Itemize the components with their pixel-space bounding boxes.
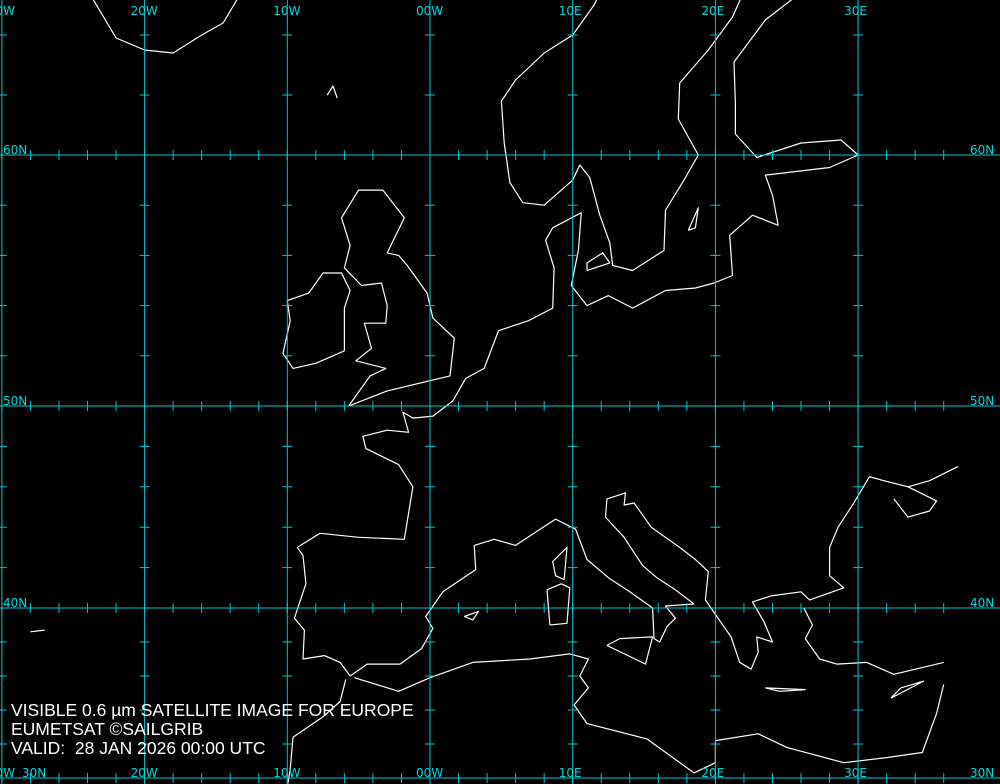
latitude-label-right: 30N <box>970 766 995 780</box>
coastline-sicily <box>606 636 654 665</box>
coastline-north-africa <box>354 653 945 774</box>
longitude-label-top: 10W <box>273 4 301 18</box>
coastline-morocco-atlantic <box>287 679 347 784</box>
longitude-label-top: 10E <box>558 4 582 18</box>
coastline-crimea <box>893 486 938 518</box>
coastline-sardinia <box>546 583 571 626</box>
coastline-great-britain <box>340 189 455 407</box>
longitude-label-top: 20E <box>701 4 725 18</box>
longitude-label-bottom: 30E <box>844 766 867 780</box>
longitude-label-bottom: 30W <box>0 766 16 780</box>
longitude-label-top: 30E <box>844 4 867 18</box>
coastline-turkey <box>803 607 944 675</box>
coastline-scandinavia <box>500 0 741 272</box>
coastline-corsica <box>552 546 568 581</box>
coastline-iceland <box>92 0 238 54</box>
longitude-label-bottom: 20W <box>130 766 158 780</box>
longitude-label-bottom: 20E <box>701 766 725 780</box>
latitude-label-right: 40N <box>970 596 995 610</box>
caption-title: VISIBLE 0.6 µm SATELLITE IMAGE FOR EUROP… <box>11 700 414 720</box>
latitude-label-left: 60N <box>3 143 28 157</box>
latitude-label-right: 50N <box>970 394 995 408</box>
coastline-zealand <box>586 252 611 272</box>
latitude-label-right: 60N <box>970 143 995 157</box>
longitude-label-top: 00W <box>416 4 444 18</box>
caption-valid-time: VALID: 28 JAN 2026 00:00 UTC <box>11 738 266 758</box>
longitude-label-top: 30W <box>0 4 16 18</box>
coastline-faroe <box>326 85 338 99</box>
latitude-label-left: 40N <box>3 596 28 610</box>
map-caption: VISIBLE 0.6 µm SATELLITE IMAGE FOR EUROP… <box>11 701 414 758</box>
coastline-mediterranean-north <box>349 466 959 677</box>
coastline-azores <box>30 629 45 633</box>
coastline-cyprus <box>890 680 925 699</box>
coastline-mallorca <box>463 610 480 621</box>
longitude-label-bottom: 00W <box>416 766 444 780</box>
longitude-label-bottom: 10W <box>273 766 301 780</box>
coastline-gotland <box>687 207 699 231</box>
latitude-label-left: 50N <box>3 394 28 408</box>
coastline-ireland <box>282 272 351 369</box>
longitude-label-bottom: 10E <box>558 766 582 780</box>
caption-credit: EUMETSAT ©SAILGRIB <box>11 719 204 739</box>
coastline-atlantic-baltic <box>293 0 859 677</box>
coastline-crete <box>765 687 806 692</box>
latitude-label-left: 30N <box>22 766 47 780</box>
longitude-label-top: 20W <box>130 4 158 18</box>
